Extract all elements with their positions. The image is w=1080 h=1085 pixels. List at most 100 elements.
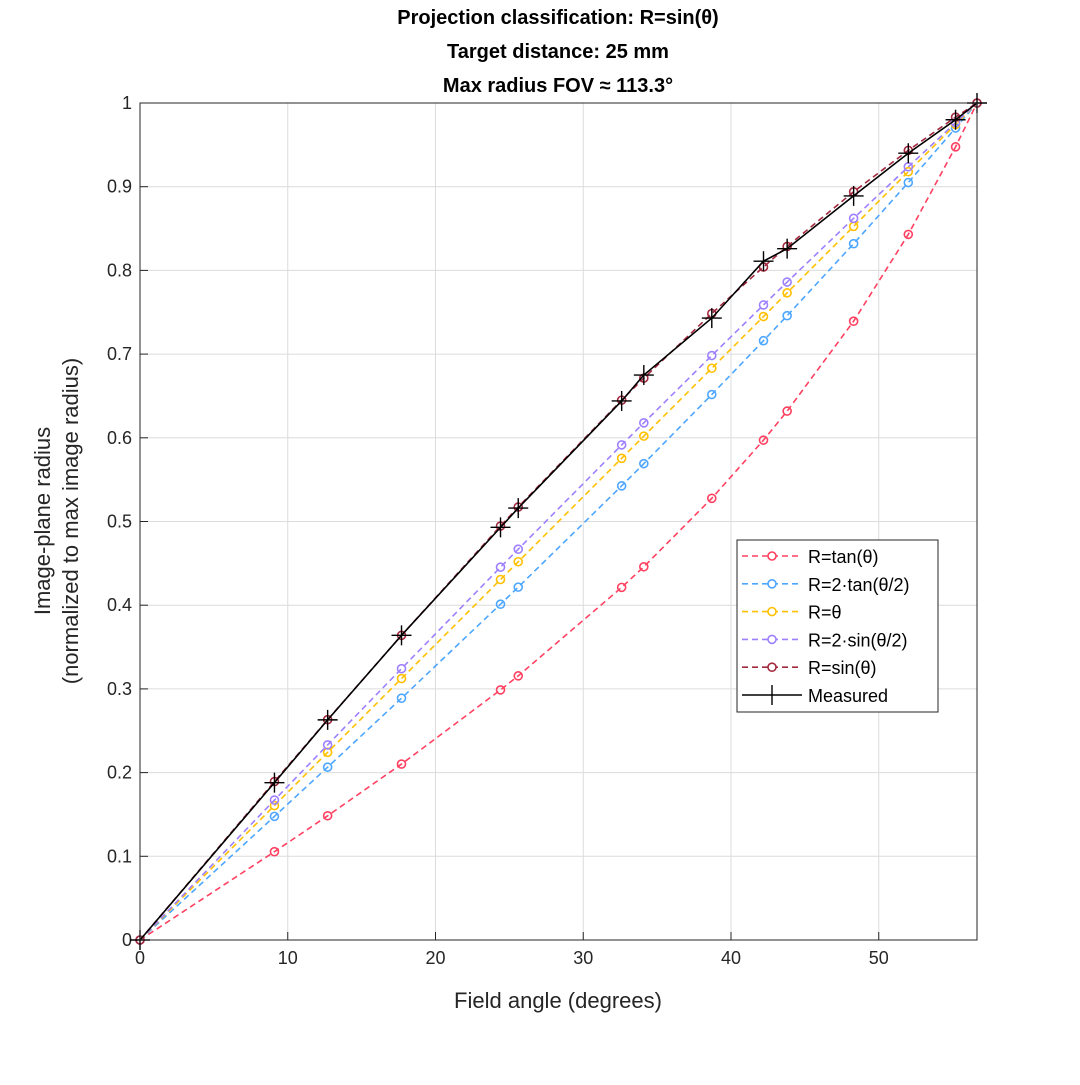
tick-labels: 0 10 20 30 40 50 0 0.1 0.2 0.3 0.4 0.5 0.6 0.7 0.8 0.9 1 <box>107 93 889 968</box>
legend-label: R=sin(θ) <box>808 658 877 678</box>
data-point <box>616 453 627 464</box>
data-point <box>396 673 407 684</box>
data-point <box>269 800 280 811</box>
legend-label: R=2·tan(θ/2) <box>808 575 910 595</box>
data-point <box>782 406 792 416</box>
x-tick-label: 40 <box>721 948 741 968</box>
data-point <box>848 316 859 327</box>
data-point <box>782 277 792 287</box>
data-point <box>396 759 407 769</box>
data-point <box>782 310 792 321</box>
y-tick-label: 0.7 <box>107 344 132 364</box>
legend-label: R=tan(θ) <box>808 547 879 567</box>
data-point <box>639 561 649 572</box>
x-tick-label: 30 <box>573 948 593 968</box>
data-point <box>903 229 914 240</box>
legend-item: R=sin(θ) <box>742 658 877 678</box>
legend-marker <box>767 551 777 561</box>
x-axis-label: Field angle (degrees) <box>454 988 662 1013</box>
x-tick-label: 0 <box>135 948 145 968</box>
y-tick-label: 0 <box>122 930 132 950</box>
legend-label: Measured <box>808 686 888 706</box>
data-point <box>848 213 859 224</box>
legend-item: R=θ <box>742 603 842 623</box>
data-point <box>706 389 717 400</box>
x-tick-label: 20 <box>425 948 445 968</box>
legend-item: R=2·sin(θ/2) <box>742 630 908 650</box>
data-point <box>848 238 859 249</box>
data-point <box>269 846 280 857</box>
legend-marker <box>767 662 777 673</box>
data-point <box>322 762 333 772</box>
y-tick-label: 0.4 <box>107 595 132 615</box>
data-point <box>706 363 717 374</box>
data-point <box>495 562 506 573</box>
data-point <box>513 582 524 592</box>
data-point <box>616 440 627 450</box>
data-point <box>633 365 654 386</box>
data-point <box>508 498 529 519</box>
data-point <box>513 671 524 681</box>
data-point <box>701 308 722 329</box>
x-tick-label: 50 <box>869 948 889 968</box>
data-point <box>758 300 769 310</box>
data-point <box>322 740 333 750</box>
legend-label: R=2·sin(θ/2) <box>808 630 908 650</box>
legend: R=tan(θ) R=2·tan(θ/2) R=θ R=2·sin(θ/2) R=sin… <box>736 539 939 713</box>
legend-marker <box>767 606 777 617</box>
data-point <box>396 663 407 674</box>
data-point <box>843 185 864 206</box>
legend-marker <box>767 578 777 589</box>
data-point <box>639 418 649 428</box>
y-tick-label: 0.5 <box>107 512 132 532</box>
series-0 <box>135 98 982 945</box>
data-point <box>903 166 914 177</box>
data-point <box>777 238 798 259</box>
data-point <box>706 493 717 504</box>
series-line <box>139 102 978 941</box>
data-point <box>950 142 961 152</box>
chart-title: Projection classification: R=sin(θ) Targ… <box>397 7 718 97</box>
data-point <box>848 221 859 232</box>
y-tick-label: 0.1 <box>107 846 132 866</box>
data-point <box>706 350 717 361</box>
data-point <box>898 143 919 164</box>
data-point <box>513 556 524 567</box>
data-point <box>782 288 792 298</box>
y-tick-label: 0.3 <box>107 679 132 699</box>
data-point <box>495 574 506 585</box>
data-point <box>269 795 280 805</box>
data-point <box>753 251 774 272</box>
y-tick-label: 0.9 <box>107 177 132 197</box>
title-line-2: Target distance: 25 mm <box>447 41 669 63</box>
data-point <box>513 544 524 555</box>
data-point <box>616 582 627 593</box>
plot-frame <box>139 102 978 941</box>
data-point <box>269 811 280 822</box>
y-tick-label: 1 <box>122 93 132 113</box>
y-tick-label: 0.6 <box>107 428 132 448</box>
series-group <box>130 93 987 950</box>
legend-marker <box>767 634 777 645</box>
data-point <box>495 599 506 609</box>
y-axis-label-line-2: (normalized to max image radius) <box>58 358 83 684</box>
title-line-1: Projection classification: R=sin(θ) <box>397 7 718 29</box>
y-tick-label: 0.2 <box>107 763 132 783</box>
data-point <box>611 390 632 411</box>
data-point <box>758 435 769 445</box>
legend-item: Measured <box>742 685 888 706</box>
data-point <box>758 335 769 346</box>
data-point <box>317 709 338 730</box>
data-point <box>495 685 506 695</box>
data-point <box>616 481 627 491</box>
title-line-3: Max radius FOV ≈ 113.3° <box>443 75 673 97</box>
series-line <box>139 102 978 941</box>
y-tick-label: 0.8 <box>107 260 132 280</box>
series-line <box>139 102 978 941</box>
legend-label: R=θ <box>808 603 842 623</box>
data-point <box>264 772 285 793</box>
legend-item: R=2·tan(θ/2) <box>742 575 910 595</box>
data-point <box>945 109 966 130</box>
data-point <box>391 625 412 646</box>
